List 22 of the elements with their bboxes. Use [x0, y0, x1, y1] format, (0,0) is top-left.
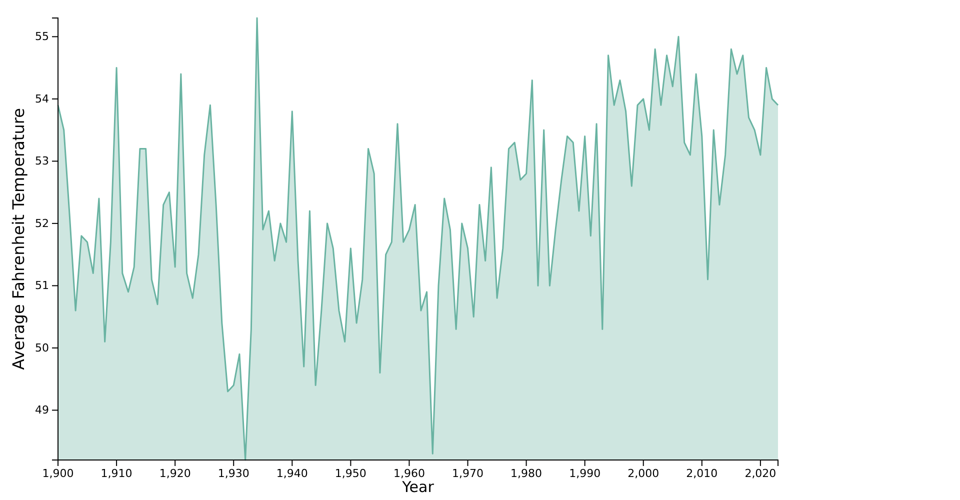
- y-tick-label: 51: [35, 279, 49, 292]
- x-tick-label: 1,950: [334, 466, 366, 480]
- y-tick-label: 53: [35, 154, 49, 168]
- x-axis-title: Year: [401, 478, 435, 496]
- x-tick-label: 1,920: [159, 466, 191, 480]
- x-tick-label: 2,010: [686, 466, 718, 480]
- x-tick-label: 1,990: [569, 466, 601, 480]
- x-tick-label: 2,020: [744, 466, 776, 480]
- y-tick-label: 55: [35, 30, 49, 44]
- x-tick-label: 1,970: [452, 466, 484, 480]
- x-tick-label: 1,930: [218, 466, 250, 480]
- x-tick-label: 2,000: [628, 466, 660, 480]
- y-axis-title: Average Fahrenheit Temperature: [9, 108, 28, 370]
- x-tick-label: 1,900: [42, 466, 74, 480]
- x-tick-label: 1,960: [393, 466, 425, 480]
- y-tick-label: 50: [35, 341, 49, 354]
- x-tick-label: 1,940: [276, 466, 308, 480]
- x-tick-label: 1,910: [100, 466, 132, 480]
- y-tick-label: 54: [35, 92, 49, 106]
- y-tick-label: 49: [35, 404, 49, 417]
- y-tick-label: 52: [35, 216, 49, 230]
- x-tick-label: 1,980: [510, 466, 542, 480]
